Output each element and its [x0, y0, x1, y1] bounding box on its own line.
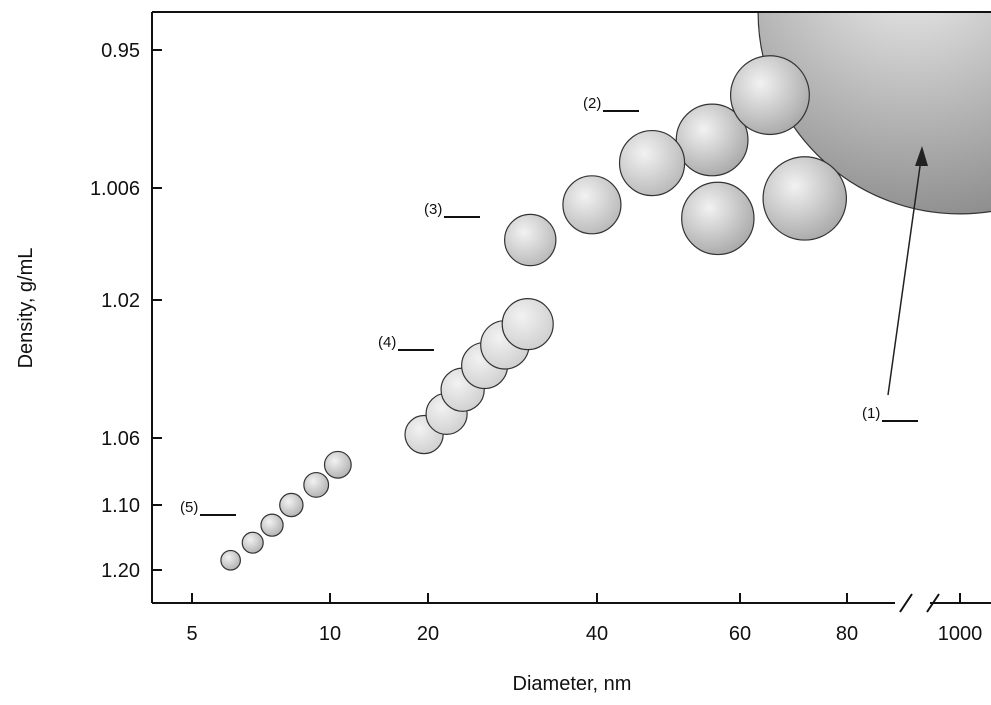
particle [323, 450, 352, 479]
x-tick-label: 60 [729, 623, 751, 645]
particle [241, 531, 264, 554]
particle [729, 55, 810, 136]
plot-area [220, 12, 991, 571]
particle [675, 103, 749, 177]
particle [757, 12, 991, 215]
annotation: (2) [583, 95, 601, 112]
y-tick-label: 1.06 [101, 428, 140, 450]
x-tick-label: 80 [836, 623, 858, 645]
axis-break [926, 593, 940, 613]
particle [762, 156, 848, 241]
axis-break [899, 593, 913, 613]
particle [501, 298, 554, 351]
y-axis-label: Density, g/mL [15, 248, 37, 369]
particle [562, 175, 622, 235]
annotation: (1) [862, 405, 880, 422]
particle [618, 129, 686, 197]
x-tick-label: 40 [586, 623, 608, 645]
particle [220, 549, 241, 571]
arrow-head [915, 146, 928, 166]
y-tick-label: 1.02 [101, 290, 140, 312]
y-tick-label: 0.95 [101, 40, 140, 62]
annotation: (3) [424, 201, 442, 218]
y-tick-label: 1.10 [101, 495, 140, 517]
particle [279, 492, 304, 518]
x-tick-label: 10 [319, 623, 341, 645]
particle [260, 513, 284, 537]
particle [303, 471, 330, 498]
particle [503, 213, 557, 267]
particle [681, 181, 755, 256]
arrow [887, 151, 923, 396]
x-tick-label: 20 [417, 623, 439, 645]
annotation: (4) [378, 334, 396, 351]
x-axis-label: Diameter, nm [513, 673, 632, 695]
x-tick-label: 5 [186, 623, 197, 645]
x-tick-label: 1000 [938, 623, 983, 645]
y-tick-label: 1.20 [101, 560, 140, 582]
annotation: (5) [180, 499, 198, 516]
y-tick-label: 1.006 [90, 178, 140, 200]
